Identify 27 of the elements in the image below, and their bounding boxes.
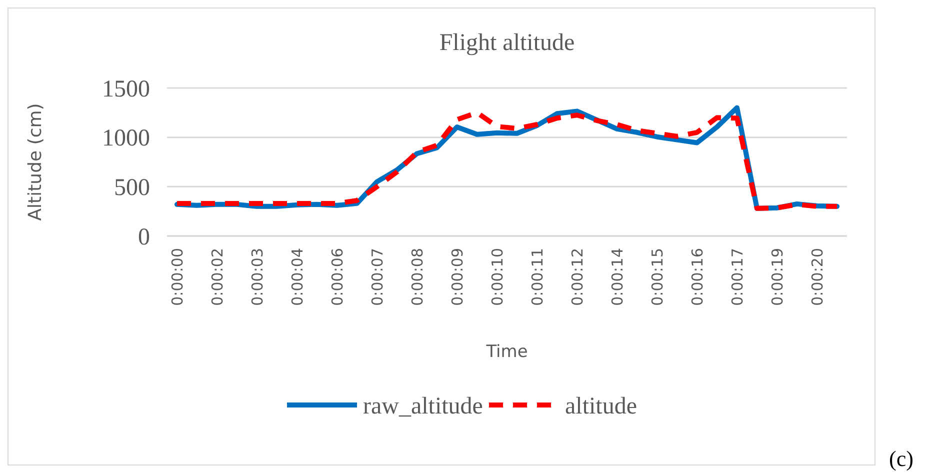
x-tick-label: 0:00:16 <box>688 248 706 306</box>
legend-label: altitude <box>565 393 637 420</box>
x-tick-label: 0:00:03 <box>248 248 266 306</box>
x-tick-label: 0:00:10 <box>488 248 506 306</box>
chart-title: Flight altitude <box>439 30 575 56</box>
x-tick-label: 0:00:04 <box>288 248 306 306</box>
y-tick-label: 1000 <box>102 126 150 152</box>
x-tick-label: 0:00:15 <box>648 248 666 306</box>
y-tick-label: 500 <box>114 175 150 202</box>
x-tick-label: 0:00:17 <box>728 248 746 306</box>
text: (c) <box>889 446 914 471</box>
x-tick-label: 0:00:02 <box>208 248 226 306</box>
x-tick-label: 0:00:09 <box>448 248 466 306</box>
y-tick-label: 1500 <box>102 76 150 102</box>
legend-label: raw_altitude <box>363 393 483 420</box>
x-tick-label: 0:00:14 <box>608 248 626 306</box>
x-tick-label: 0:00:00 <box>168 248 186 306</box>
x-tick-label: 0:00:07 <box>368 248 386 306</box>
x-tick-label: 0:00:06 <box>328 248 346 306</box>
x-tick-label: 0:00:19 <box>768 248 786 306</box>
x-tick-label: 0:00:08 <box>408 248 426 306</box>
y-tick-label: 0 <box>138 224 150 250</box>
x-axis-title: Time <box>485 342 528 362</box>
y-axis-title: Altitude (cm) <box>25 103 46 221</box>
x-tick-label: 0:00:11 <box>528 248 546 306</box>
x-tick-label: 0:00:20 <box>808 248 826 306</box>
x-tick-label: 0:00:12 <box>568 248 586 306</box>
